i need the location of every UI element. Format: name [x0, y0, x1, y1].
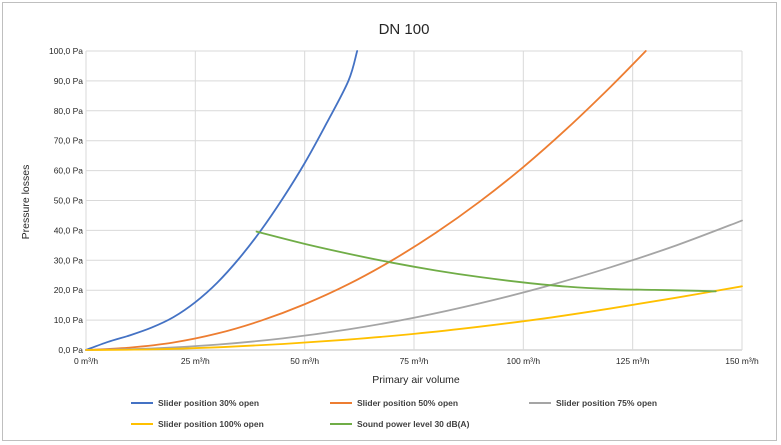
series-slider-75-line — [85, 219, 743, 351]
y-tick-label: 10,0 Pa — [54, 315, 84, 325]
x-tick-label: 25 m³/h — [181, 356, 210, 366]
legend-item-slider-75: Slider position 75% open — [529, 398, 657, 408]
y-tick-label: 40,0 Pa — [54, 225, 84, 235]
y-axis-ticks: 0,0 Pa 10,0 Pa 20,0 Pa 30,0 Pa 40,0 Pa 50,0 P… — [49, 46, 83, 355]
legend-label: Slider position 30% open — [158, 398, 259, 408]
series-lines — [85, 50, 743, 351]
y-tick-label: 60,0 Pa — [54, 166, 84, 176]
series-slider-50-line — [85, 50, 647, 351]
x-tick-label: 150 m³/h — [725, 356, 759, 366]
chart-frame — [2, 2, 777, 441]
y-tick-label: 50,0 Pa — [54, 196, 84, 206]
legend-item-slider-100: Slider position 100% open — [131, 419, 264, 429]
legend-item-sound-power: Sound power level 30 dB(A) — [330, 419, 470, 429]
y-tick-label: 30,0 Pa — [54, 255, 84, 265]
series-slider-100-line — [85, 285, 743, 351]
gridlines — [85, 50, 743, 351]
legend-item-slider-50: Slider position 50% open — [330, 398, 458, 408]
series-sound-power-line — [255, 230, 717, 293]
x-tick-label: 0 m³/h — [74, 356, 98, 366]
x-tick-label: 50 m³/h — [290, 356, 319, 366]
y-tick-label: 70,0 Pa — [54, 136, 84, 146]
x-tick-label: 100 m³/h — [507, 356, 541, 366]
legend-item-slider-30: Slider position 30% open — [131, 398, 259, 408]
legend-label: Slider position 75% open — [556, 398, 657, 408]
legend-label: Slider position 100% open — [158, 419, 264, 429]
legend-label: Sound power level 30 dB(A) — [357, 419, 470, 429]
y-tick-label: 100,0 Pa — [49, 46, 83, 56]
y-tick-label: 80,0 Pa — [54, 106, 84, 116]
series-slider-30-line — [85, 50, 359, 351]
x-tick-label: 75 m³/h — [400, 356, 429, 366]
y-tick-label: 0,0 Pa — [58, 345, 83, 355]
legend-label: Slider position 50% open — [357, 398, 458, 408]
x-tick-label: 125 m³/h — [616, 356, 650, 366]
y-axis-title: Pressure losses — [20, 165, 32, 240]
y-tick-label: 20,0 Pa — [54, 285, 84, 295]
chart-title: DN 100 — [379, 21, 430, 38]
y-tick-label: 90,0 Pa — [54, 76, 84, 86]
legend: Slider position 30% open Slider position … — [131, 398, 657, 429]
x-axis-ticks: 0 m³/h 25 m³/h 50 m³/h 75 m³/h 100 m³/h 125 m… — [74, 356, 759, 366]
x-axis-title: Primary air volume — [372, 374, 460, 386]
